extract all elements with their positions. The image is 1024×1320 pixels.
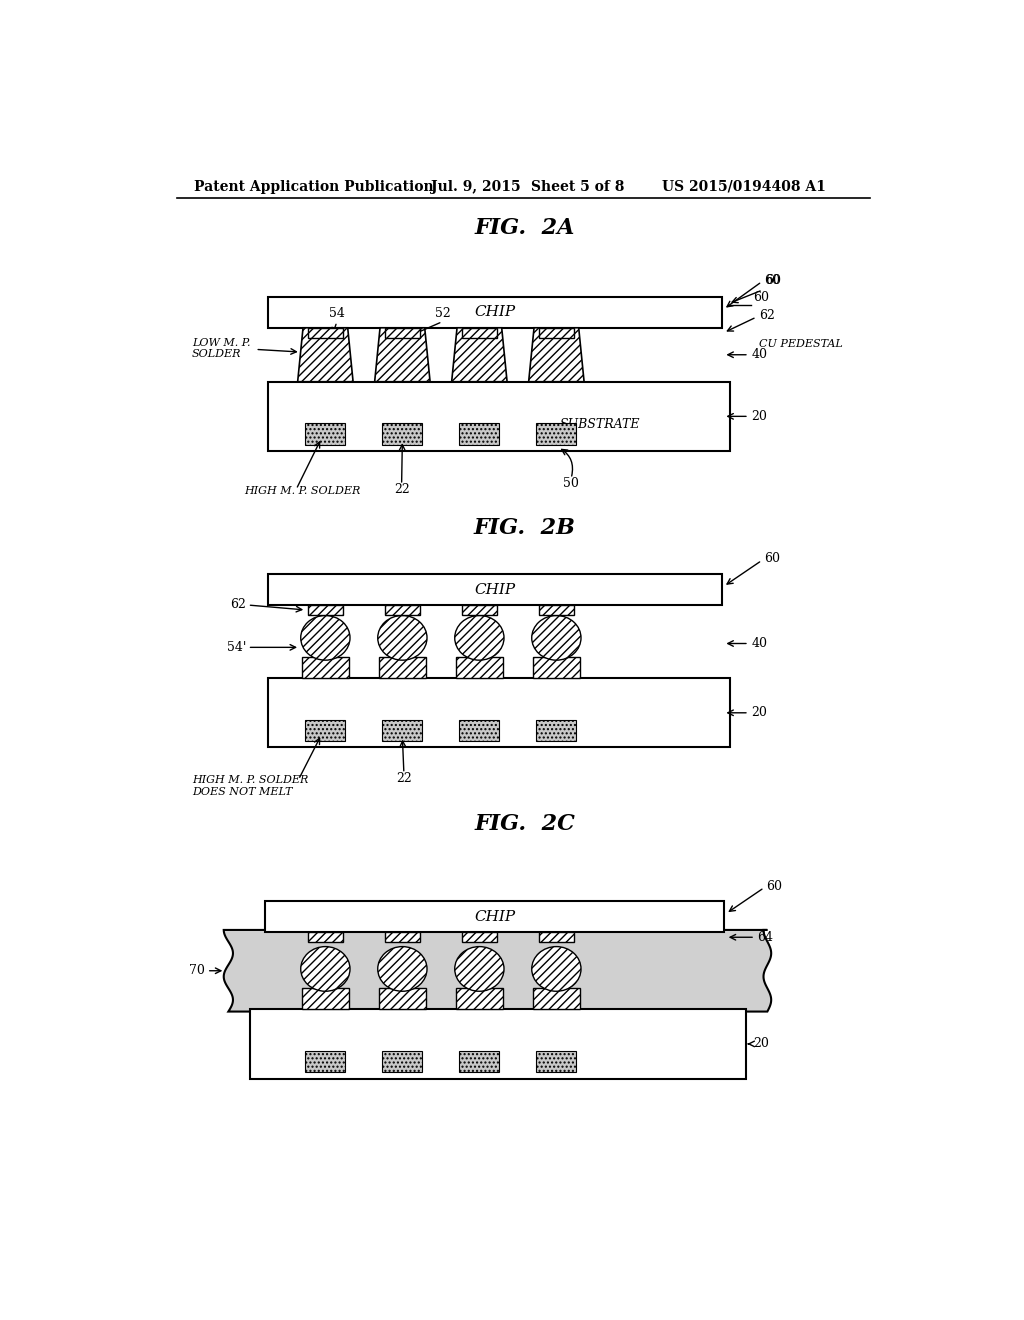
Text: DOES NOT MELT: DOES NOT MELT <box>193 787 293 797</box>
Bar <box>537 1051 577 1072</box>
Ellipse shape <box>455 946 504 991</box>
Text: Jul. 9, 2015: Jul. 9, 2015 <box>431 180 520 194</box>
Text: 62: 62 <box>759 309 775 322</box>
Bar <box>385 932 420 942</box>
Text: 64: 64 <box>758 931 773 944</box>
Bar <box>301 656 349 678</box>
Polygon shape <box>528 327 584 381</box>
Text: FIG.  2A: FIG. 2A <box>474 216 575 239</box>
Bar <box>382 424 422 445</box>
Bar <box>379 987 426 1010</box>
Bar <box>267 297 722 327</box>
Text: 22: 22 <box>396 772 412 785</box>
Text: SUBSTRATE: SUBSTRATE <box>560 418 640 432</box>
Bar <box>462 932 497 942</box>
Bar <box>382 719 422 742</box>
Text: 50: 50 <box>563 477 579 490</box>
Bar <box>379 656 426 678</box>
Bar <box>537 719 577 742</box>
Text: 54': 54' <box>226 640 246 653</box>
Text: CHIP: CHIP <box>474 909 515 924</box>
Ellipse shape <box>531 946 581 991</box>
Bar <box>267 678 730 747</box>
Polygon shape <box>298 327 353 381</box>
Text: FIG.  2B: FIG. 2B <box>474 517 575 539</box>
Text: 40: 40 <box>752 638 767 649</box>
Text: 22: 22 <box>393 483 410 496</box>
Text: 40: 40 <box>752 348 767 362</box>
Bar <box>385 327 420 338</box>
Text: Patent Application Publication: Patent Application Publication <box>194 180 433 194</box>
Bar <box>307 327 343 338</box>
Text: CHIP: CHIP <box>474 305 515 319</box>
Bar <box>456 987 503 1010</box>
Bar <box>265 902 724 932</box>
Bar <box>307 605 343 615</box>
Text: 20: 20 <box>752 409 767 422</box>
Text: LOW M. P.: LOW M. P. <box>193 338 251 348</box>
Text: HIGH M. P. SOLDER: HIGH M. P. SOLDER <box>193 775 308 785</box>
Bar <box>539 605 574 615</box>
Bar <box>539 327 574 338</box>
Bar <box>267 574 722 605</box>
Bar <box>267 381 730 451</box>
Text: 60: 60 <box>764 273 780 286</box>
Bar <box>385 605 420 615</box>
Text: 60: 60 <box>764 552 780 565</box>
Bar <box>456 656 503 678</box>
Bar <box>537 424 577 445</box>
Text: SOLDER: SOLDER <box>193 348 242 359</box>
Text: 60: 60 <box>753 290 769 304</box>
Text: 60: 60 <box>767 879 782 892</box>
Bar <box>460 719 500 742</box>
Text: 20: 20 <box>752 706 767 719</box>
Bar <box>301 987 349 1010</box>
Text: Sheet 5 of 8: Sheet 5 of 8 <box>531 180 625 194</box>
Ellipse shape <box>378 615 427 660</box>
Ellipse shape <box>301 615 350 660</box>
Text: FIG.  2C: FIG. 2C <box>474 813 575 836</box>
Bar <box>307 932 343 942</box>
Bar <box>460 424 500 445</box>
Bar <box>532 987 581 1010</box>
Text: 52: 52 <box>434 308 451 321</box>
Bar <box>462 327 497 338</box>
Text: US 2015/0194408 A1: US 2015/0194408 A1 <box>662 180 825 194</box>
Text: 70: 70 <box>189 964 205 977</box>
Bar <box>460 1051 500 1072</box>
Polygon shape <box>452 327 507 381</box>
Bar <box>462 605 497 615</box>
Text: 54: 54 <box>329 308 345 321</box>
Text: 60: 60 <box>765 273 781 286</box>
Text: CHIP: CHIP <box>474 582 515 597</box>
Ellipse shape <box>378 946 427 991</box>
Bar <box>305 1051 345 1072</box>
Text: 62: 62 <box>230 598 246 611</box>
Bar <box>305 719 345 742</box>
Bar <box>305 424 345 445</box>
Ellipse shape <box>301 946 350 991</box>
Bar <box>250 1010 745 1078</box>
Polygon shape <box>375 327 430 381</box>
Text: HIGH M. P. SOLDER: HIGH M. P. SOLDER <box>245 486 360 496</box>
Text: CU PEDESTAL: CU PEDESTAL <box>759 339 843 350</box>
Text: 20: 20 <box>754 1038 769 1051</box>
Bar <box>382 1051 422 1072</box>
Bar <box>532 656 581 678</box>
Bar <box>539 932 574 942</box>
Polygon shape <box>223 929 771 1011</box>
Ellipse shape <box>455 615 504 660</box>
Ellipse shape <box>531 615 581 660</box>
